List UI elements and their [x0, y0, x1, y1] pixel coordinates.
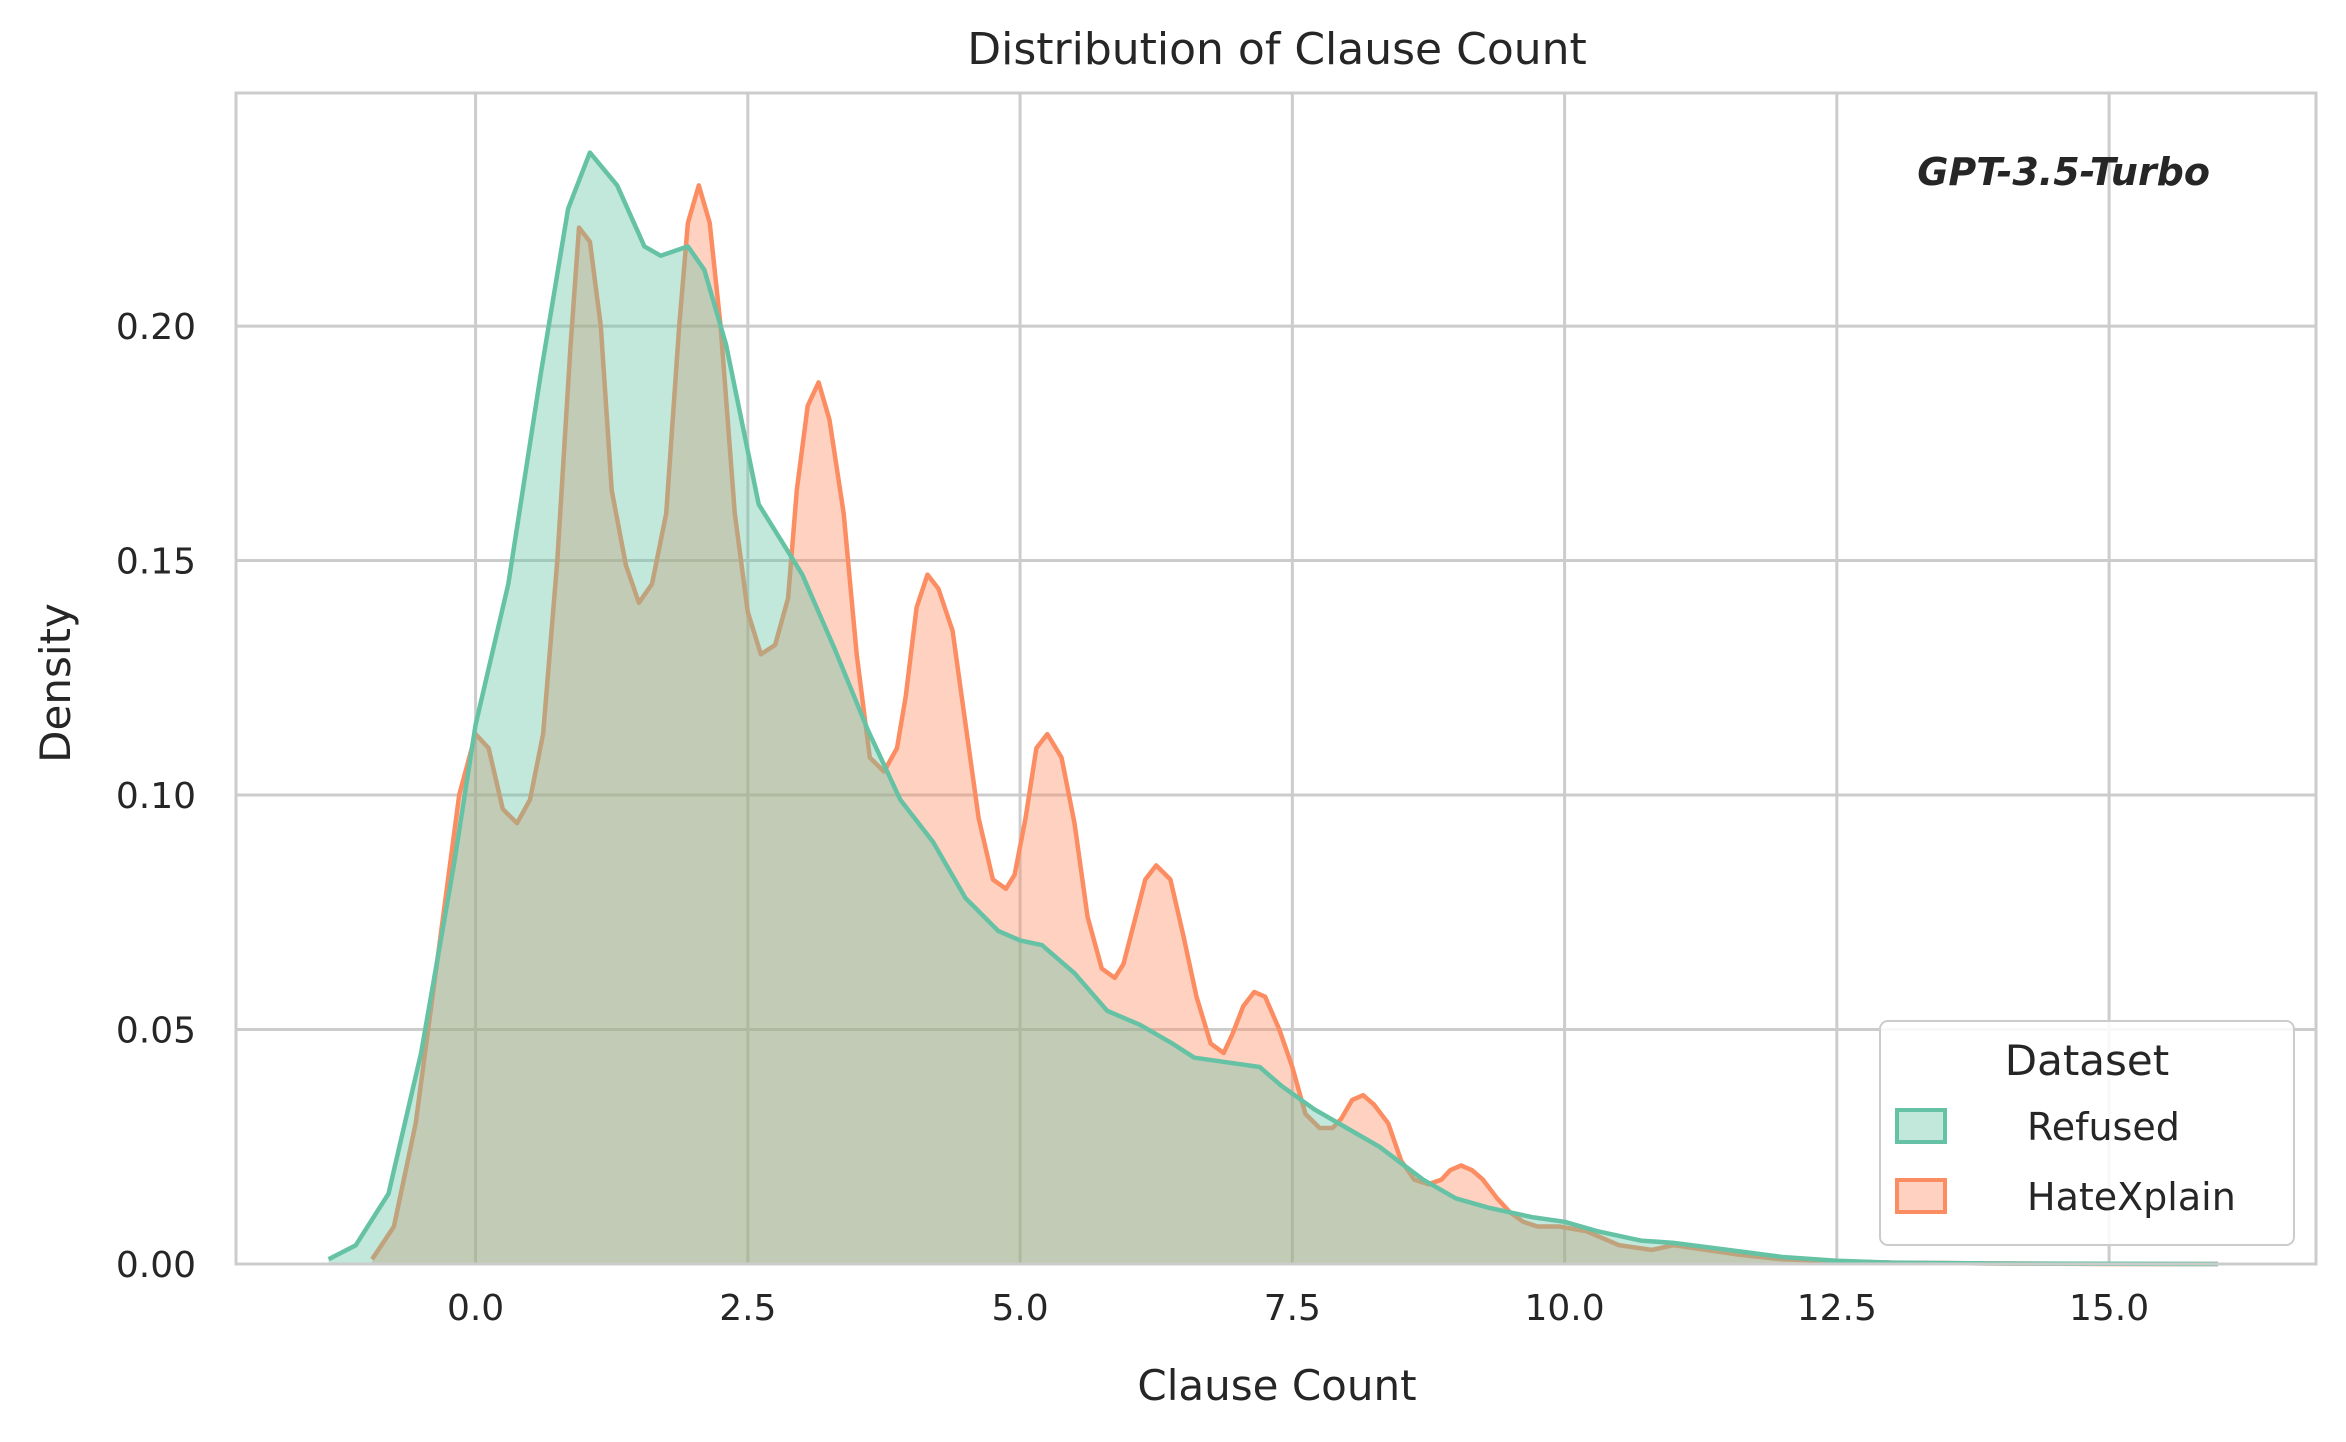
legend: Dataset Refused HateXplain: [1879, 1020, 2295, 1246]
x-tick-label: 15.0: [2069, 1288, 2149, 1329]
plot-frame: [234, 91, 2318, 1266]
chart-title: Distribution of Clause Count: [967, 24, 1587, 75]
y-tick-label: 0.00: [116, 1245, 196, 1286]
y-tick-label: 0.10: [116, 776, 196, 817]
legend-swatch-refused: [1895, 1108, 1947, 1144]
legend-title: Dataset: [2005, 1036, 2169, 1085]
series-area-refused: [328, 152, 2219, 1265]
x-tick-label: 0.0: [447, 1288, 504, 1329]
x-tick-label: 7.5: [1264, 1288, 1321, 1329]
series-line-hatexplain: [370, 183, 2218, 1267]
legend-box: [1879, 1020, 2295, 1246]
y-tick-label: 0.20: [116, 307, 196, 348]
legend-label-refused: Refused: [2027, 1105, 2180, 1149]
series-line-refused: [327, 150, 2219, 1267]
x-tick-label: 10.0: [1525, 1288, 1605, 1329]
y-axis-title: Density: [31, 603, 80, 763]
y-tick-label: 0.15: [116, 542, 196, 583]
model-annotation: GPT-3.5-Turbo: [1917, 150, 2210, 194]
x-tick-label: 2.5: [719, 1288, 776, 1329]
y-tick-label: 0.05: [116, 1011, 196, 1052]
legend-swatch-hatexplain: [1895, 1178, 1947, 1214]
series-layer: [327, 150, 2219, 1267]
x-tick-label: 12.5: [1797, 1288, 1877, 1329]
legend-label-hatexplain: HateXplain: [2027, 1175, 2236, 1219]
x-axis-title: Clause Count: [1137, 1361, 1416, 1410]
x-tick-label: 5.0: [991, 1288, 1048, 1329]
tick-labels: 0.0 2.5 5.0 7.5 10.0 12.5 15.0 0.00 0.05 0.10 0.15…: [116, 307, 2149, 1329]
